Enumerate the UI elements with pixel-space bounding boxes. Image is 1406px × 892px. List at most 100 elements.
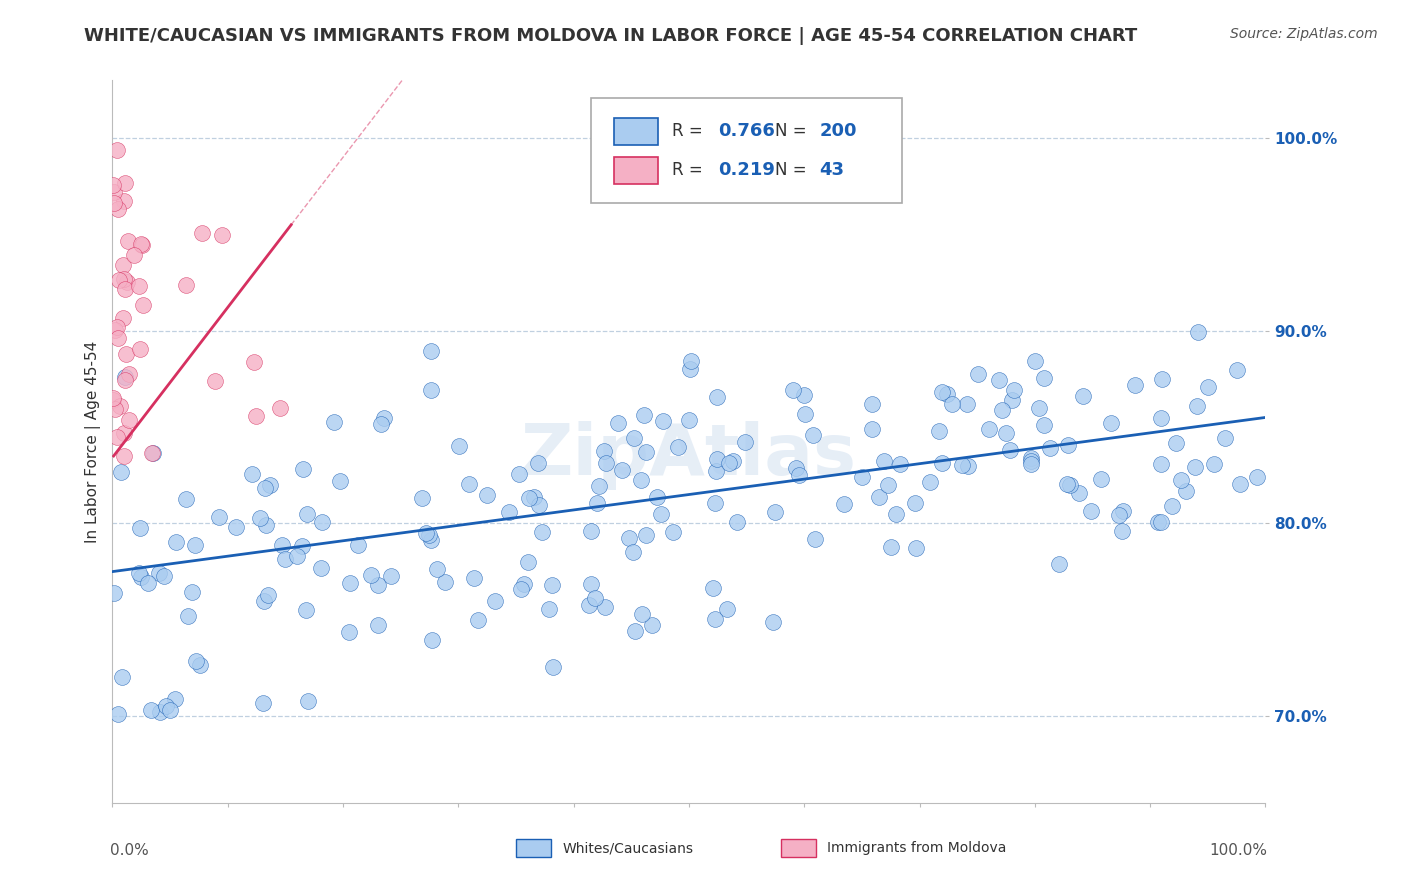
Point <box>868 491 890 505</box>
Point <box>415 526 437 541</box>
Point <box>1067 486 1090 500</box>
Point <box>956 458 979 473</box>
Point <box>517 555 540 569</box>
Point <box>1024 354 1046 368</box>
Point <box>1187 326 1209 340</box>
Point <box>1028 401 1050 416</box>
Point <box>1202 457 1225 471</box>
Point <box>105 430 128 444</box>
Point <box>991 402 1014 417</box>
Point <box>114 373 136 387</box>
Point <box>103 186 125 200</box>
Point <box>107 707 129 722</box>
Point <box>889 457 911 471</box>
Text: 43: 43 <box>820 161 844 179</box>
Point <box>105 143 128 157</box>
Point <box>292 462 315 476</box>
Point <box>1090 472 1112 486</box>
Point <box>155 699 177 714</box>
Point <box>118 368 141 382</box>
Point <box>129 569 152 583</box>
Point <box>1056 476 1078 491</box>
Text: 0.219: 0.219 <box>718 161 775 179</box>
Point <box>1213 431 1236 445</box>
Point <box>225 520 247 534</box>
Point <box>787 467 810 482</box>
Point <box>862 422 884 436</box>
Point <box>904 541 927 556</box>
Point <box>994 425 1017 440</box>
Point <box>166 535 188 549</box>
Point <box>610 463 633 477</box>
Text: N =: N = <box>776 161 813 179</box>
Point <box>920 475 942 490</box>
Point <box>879 540 901 554</box>
Point <box>112 272 135 286</box>
Point <box>1021 457 1043 471</box>
Point <box>208 510 231 524</box>
Point <box>579 577 602 591</box>
Point <box>510 582 533 596</box>
Point <box>593 599 616 614</box>
Point <box>706 390 728 404</box>
Point <box>339 576 361 591</box>
Point <box>136 576 159 591</box>
Point <box>1019 454 1042 468</box>
Point <box>104 401 127 416</box>
Point <box>1226 363 1249 377</box>
Point <box>950 458 973 472</box>
Point <box>633 408 655 422</box>
Point <box>1080 504 1102 518</box>
Point <box>309 561 332 575</box>
Point <box>621 545 644 559</box>
Point <box>114 282 136 296</box>
Point <box>801 427 824 442</box>
Point <box>128 566 150 580</box>
Point <box>129 237 152 252</box>
Point <box>103 391 125 405</box>
Point <box>513 576 536 591</box>
Point <box>148 566 170 580</box>
Point <box>1166 436 1188 450</box>
Point <box>543 660 565 674</box>
Point <box>311 515 333 529</box>
Point <box>269 401 291 415</box>
Point <box>433 575 456 590</box>
Point <box>467 613 489 627</box>
Point <box>704 495 727 509</box>
Point <box>114 370 136 384</box>
Point <box>128 343 150 357</box>
Point <box>111 670 134 684</box>
Point <box>128 279 150 293</box>
Point <box>1149 457 1171 471</box>
Text: Source: ZipAtlas.com: Source: ZipAtlas.com <box>1230 27 1378 41</box>
Point <box>117 413 139 427</box>
Point <box>249 511 271 525</box>
Point <box>1059 477 1081 491</box>
Point <box>447 439 470 453</box>
Point <box>651 414 673 428</box>
Point <box>190 657 212 672</box>
Point <box>177 609 200 624</box>
Point <box>1001 393 1024 408</box>
Point <box>108 399 131 413</box>
Point <box>1246 470 1268 484</box>
Point <box>606 416 628 430</box>
Text: R =: R = <box>672 122 707 140</box>
Point <box>323 415 346 429</box>
Point <box>105 320 128 334</box>
Point <box>979 422 1001 436</box>
Point <box>498 505 520 519</box>
Point <box>271 538 294 552</box>
Point <box>243 355 266 369</box>
Point <box>112 425 135 440</box>
Point <box>110 465 132 479</box>
Point <box>725 515 748 529</box>
Point <box>785 461 807 475</box>
Point <box>904 496 927 510</box>
Point <box>1125 378 1147 392</box>
Point <box>1150 411 1173 425</box>
Point <box>523 490 546 504</box>
Point <box>174 491 197 506</box>
Point <box>987 373 1010 387</box>
